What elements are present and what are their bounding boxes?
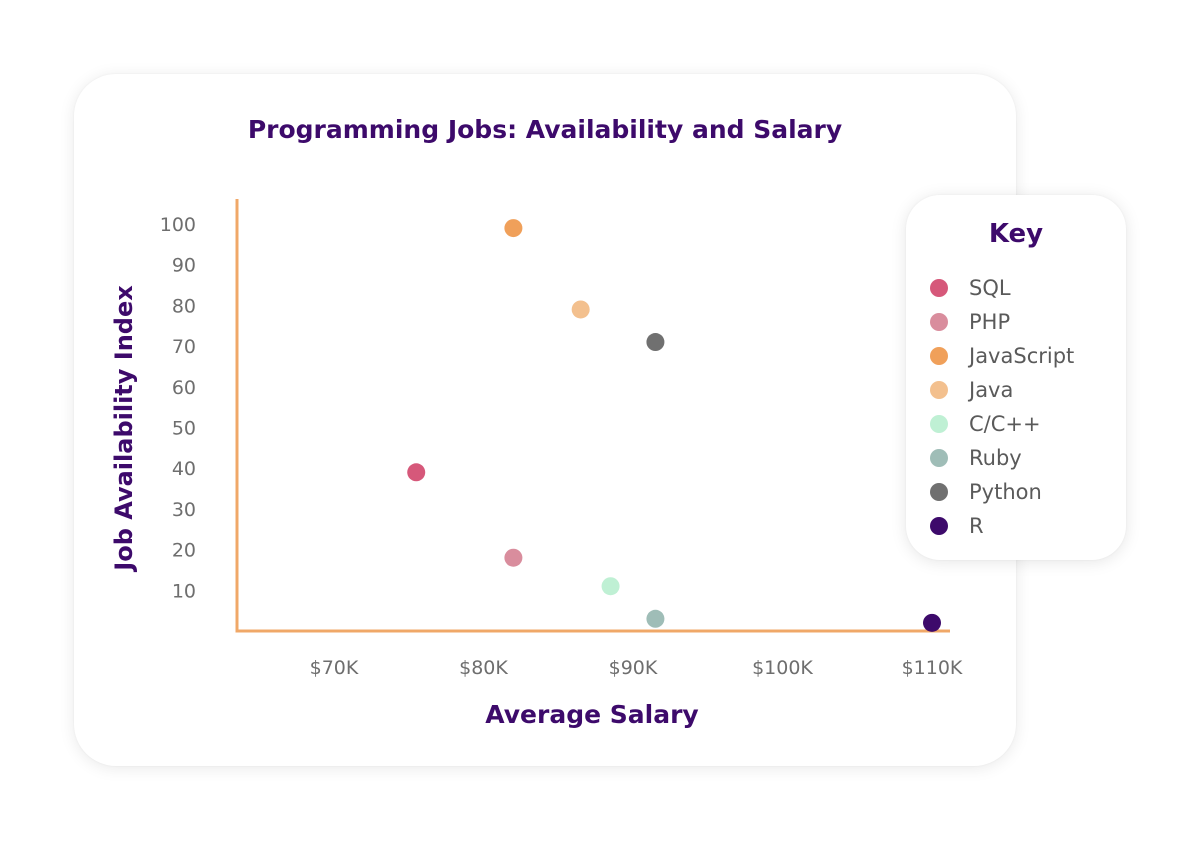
legend-item: Ruby [930,441,1074,475]
legend-swatch [930,313,948,331]
legend-label: Java [969,378,1014,402]
y-tick-label: 40 [172,458,196,480]
legend-title: Key [988,219,1044,249]
legend-label: PHP [969,310,1011,334]
point-java [571,300,590,319]
legend-swatch [930,381,948,399]
legend-swatch [930,449,948,467]
y-tick-label: 70 [172,336,196,358]
legend-item: C/C++ [930,407,1074,441]
legend-swatch [930,279,948,297]
y-tick-label: 90 [172,255,196,277]
point-r [923,613,941,632]
legend-item: JavaScript [930,339,1074,373]
legend-swatch [930,517,948,535]
x-tick-label: $90K [609,657,658,679]
legend-item: Java [930,373,1074,407]
legend-label: C/C++ [969,412,1041,436]
point-php [504,548,523,567]
legend-item: Python [930,475,1074,509]
point-python [646,333,665,352]
y-tick-label: 50 [172,418,196,440]
legend-label: Python [969,480,1042,504]
scatter-chart: Programming Jobs: Availability and Salar… [110,115,963,729]
legend-swatch [930,347,948,365]
legend-label: SQL [969,276,1011,300]
legend-swatch [930,483,948,501]
tick-labels: 10 20 30 40 50 60 70 80 90 100 $70K $80K $90K $100K $1… [160,214,963,679]
legend-label: R [969,514,984,538]
y-tick-label: 30 [172,499,196,521]
legend-label: JavaScript [969,344,1075,368]
point-c-c- [601,577,620,596]
legend-item: R [930,509,1074,543]
x-tick-label: $70K [310,657,359,679]
legend-label: Ruby [969,446,1022,470]
legend-item: PHP [930,305,1074,339]
x-tick-label: $110K [902,657,963,679]
legend-swatch [930,415,948,433]
chart-card: Programming Jobs: Availability and Salar… [74,74,1016,766]
y-tick-label: 80 [172,295,196,317]
x-tick-label: $100K [752,657,813,679]
y-tick-label: 10 [172,580,196,602]
point-sql [407,463,426,482]
legend-item: SQL [930,271,1074,305]
x-axis-label: Average Salary [485,700,698,729]
axes [235,199,950,633]
y-tick-label: 100 [160,214,196,236]
point-javascript [504,219,523,238]
y-tick-label: 20 [172,540,196,562]
legend: Key SQL PHP JavaScript Java C/C++ Ruby Python R [906,195,1126,560]
x-tick-label: $80K [459,657,508,679]
chart-title: Programming Jobs: Availability and Salar… [248,115,842,144]
data-points [407,219,941,632]
point-ruby [646,609,665,628]
legend-list: SQL PHP JavaScript Java C/C++ Ruby Python R [930,271,1074,543]
y-tick-label: 60 [172,377,196,399]
y-axis-label: Job Availability Index [110,285,138,573]
